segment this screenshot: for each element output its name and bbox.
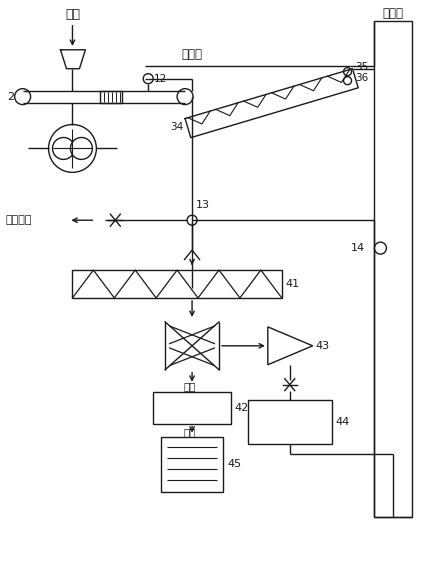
Text: 甜菜: 甜菜 — [65, 9, 80, 22]
Circle shape — [70, 137, 92, 160]
Circle shape — [143, 74, 153, 84]
Text: 43: 43 — [315, 341, 330, 351]
Bar — [161, 438, 223, 492]
Circle shape — [48, 124, 96, 172]
Text: 45: 45 — [227, 459, 241, 470]
Bar — [248, 400, 332, 445]
Text: 压榨水: 压榨水 — [383, 7, 404, 21]
Text: 44: 44 — [335, 417, 350, 426]
Circle shape — [374, 242, 386, 254]
Text: 新鲜水: 新鲜水 — [181, 48, 203, 61]
Bar — [73, 270, 282, 298]
Bar — [374, 21, 413, 517]
Text: 12: 12 — [154, 74, 167, 84]
Text: 压筱: 压筱 — [184, 428, 196, 438]
Text: 34: 34 — [170, 121, 183, 132]
Text: 35: 35 — [356, 62, 369, 72]
Text: 14: 14 — [350, 243, 365, 253]
Circle shape — [53, 137, 75, 160]
Bar — [100, 91, 122, 103]
Bar — [153, 392, 231, 424]
Circle shape — [343, 68, 351, 76]
Circle shape — [187, 215, 197, 225]
Circle shape — [343, 77, 351, 85]
Text: 42: 42 — [235, 402, 249, 413]
Text: 13: 13 — [196, 200, 210, 210]
Text: 清净系统: 清净系统 — [6, 215, 32, 225]
Text: 41: 41 — [286, 279, 300, 289]
Circle shape — [177, 89, 193, 104]
Text: 压筱: 压筱 — [184, 382, 196, 392]
Text: 2: 2 — [8, 92, 15, 101]
Text: 36: 36 — [356, 73, 369, 83]
Circle shape — [15, 89, 31, 104]
